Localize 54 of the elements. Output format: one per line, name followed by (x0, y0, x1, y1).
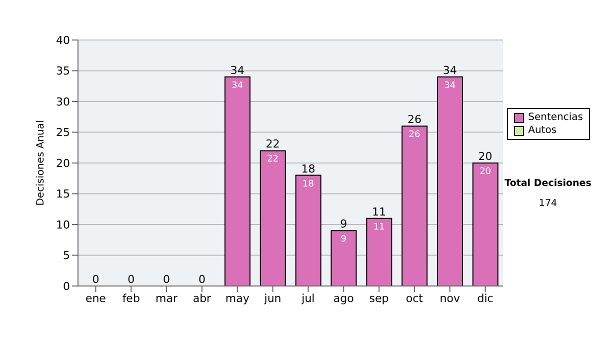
bar (330, 230, 357, 286)
y-tick-label: 20 (56, 156, 70, 170)
data-label: 9 (340, 234, 347, 245)
total-label: 0 (92, 273, 100, 286)
total-label: 11 (372, 205, 386, 218)
bar (472, 162, 498, 286)
x-tick-label: ene (85, 292, 106, 305)
y-tick-label: 35 (56, 64, 70, 78)
total-label: 0 (163, 273, 170, 286)
total-label: 20 (478, 150, 492, 163)
bar (224, 76, 250, 286)
x-tick-label: oct (406, 292, 424, 305)
x-tick-label: jun (263, 292, 282, 305)
y-axis-title: Decisiones Anual (36, 120, 47, 206)
y-tick-label: 0 (63, 280, 70, 293)
total-label: 22 (266, 138, 280, 151)
data-label: 22 (267, 154, 279, 165)
data-label: 26 (408, 130, 420, 140)
x-tick-label: abr (192, 292, 212, 305)
x-tick-label: may (225, 292, 250, 305)
bar (260, 150, 286, 286)
y-tick-label: 40 (56, 34, 70, 47)
total-label: 9 (340, 218, 348, 231)
data-label: 18 (302, 179, 314, 190)
x-tick-label: sep (369, 292, 389, 305)
y-tick-label: 30 (56, 95, 70, 108)
total-label: 26 (407, 113, 422, 126)
bar (295, 174, 322, 286)
y-tick-label: 25 (56, 126, 70, 140)
x-tick-label: mar (156, 292, 178, 305)
y-tick-label: 15 (56, 188, 70, 201)
bar (436, 76, 463, 286)
bar (402, 126, 428, 286)
total-label: 0 (198, 273, 206, 286)
text: 174 (538, 198, 558, 209)
x-tick-label: ago (333, 292, 354, 305)
data-label: 34 (232, 80, 244, 91)
total-label: 34 (230, 64, 244, 77)
y-tick-label: 10 (56, 218, 70, 232)
bar (366, 218, 392, 286)
data-label: 20 (480, 167, 492, 177)
legend-label: Sentencias (528, 111, 583, 124)
data-label: 11 (373, 222, 385, 232)
y-tick-label: 5 (63, 249, 70, 262)
total-label: 18 (301, 162, 316, 176)
x-tick-label: nov (440, 292, 460, 305)
legend-label: Autos (528, 124, 557, 137)
total-label: 0 (128, 273, 135, 286)
x-tick-label: dic (477, 292, 494, 305)
x-tick-label: jul (300, 292, 315, 305)
data-label: 34 (444, 80, 456, 91)
total-label: 34 (442, 64, 457, 77)
x-tick-label: feb (122, 292, 140, 305)
text: Total Decisiones (504, 178, 592, 189)
